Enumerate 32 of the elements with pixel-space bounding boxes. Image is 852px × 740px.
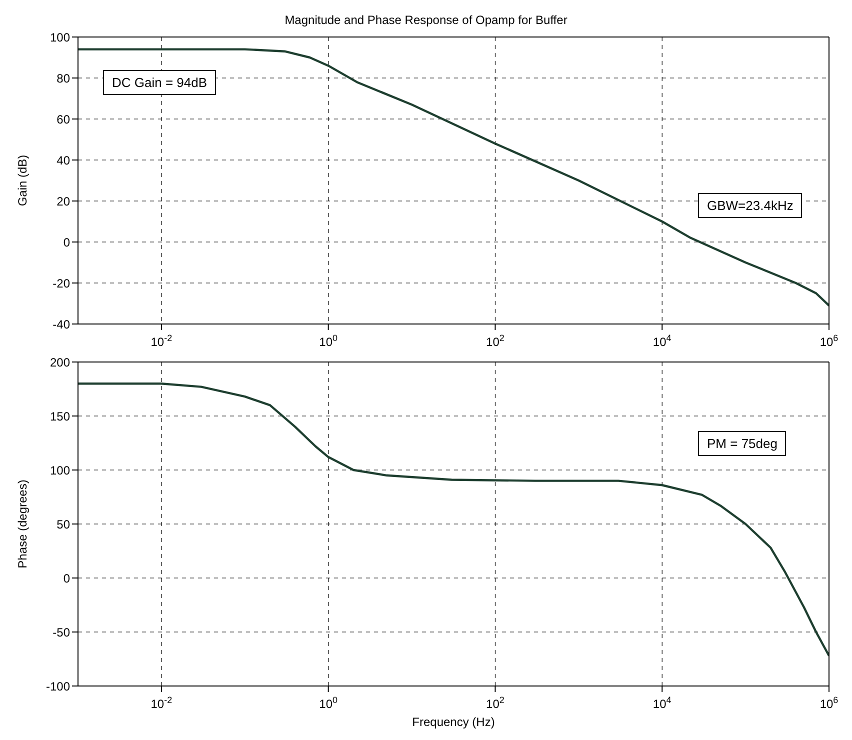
y-tick-label: 20 <box>56 194 70 208</box>
x-tick-label: 10$^{2}$ <box>486 333 504 349</box>
y-axis-title: Phase (degrees) <box>15 480 30 568</box>
y-tick-label: 40 <box>56 153 70 168</box>
y-tick-label: -50 <box>52 625 70 640</box>
x-tick-label: 10$^{-2}$ <box>150 695 172 711</box>
x-tick-label: 10$^{-2}$ <box>150 333 172 349</box>
x-tick-label: 10$^{4}$ <box>652 333 672 349</box>
y-tick-label: -40 <box>52 317 70 332</box>
chart-title: Magnitude and Phase Response of Opamp for Buffer <box>284 13 568 27</box>
y-axis-title: Gain (dB) <box>15 154 30 206</box>
y-tick-label: 60 <box>56 112 70 126</box>
annotation: GBW=23.4kHz <box>698 193 802 218</box>
y-tick-label: -20 <box>52 276 70 290</box>
y-tick-label: 100 <box>50 463 70 478</box>
x-tick-label: 10$^{4}$ <box>652 695 672 711</box>
x-tick-label: 10$^{2}$ <box>486 695 504 711</box>
y-tick-label: 0 <box>63 571 70 586</box>
x-axis-title: Frequency (Hz) <box>412 715 495 729</box>
y-tick-label: 100 <box>50 30 70 44</box>
annotation: DC Gain = 94dB <box>103 70 216 95</box>
y-tick-label: 80 <box>56 71 70 86</box>
annotation: PM = 75deg <box>698 431 786 456</box>
x-tick-label: 10$^{0}$ <box>319 333 338 349</box>
x-tick-label: 10$^{6}$ <box>820 333 838 349</box>
x-tick-label: 10$^{6}$ <box>820 695 838 711</box>
y-tick-label: 50 <box>56 517 70 532</box>
y-tick-label: -100 <box>46 679 70 694</box>
y-tick-label: 200 <box>50 355 70 370</box>
y-tick-label: 0 <box>63 235 70 250</box>
x-tick-label: 10$^{0}$ <box>319 695 338 711</box>
y-tick-label: 150 <box>50 409 70 424</box>
